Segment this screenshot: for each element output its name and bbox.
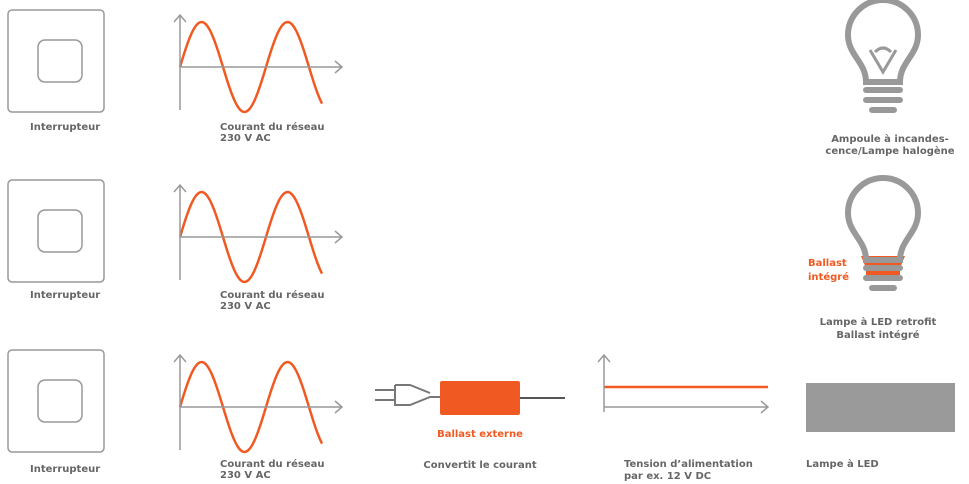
switch-button	[37, 209, 83, 253]
mains-label: 230 V AC	[220, 301, 271, 312]
converter-label: Convertit le courant	[423, 460, 536, 471]
ballast-label: Ballast	[808, 258, 847, 269]
lamp-label: Ballast intégré	[836, 329, 919, 341]
axes	[173, 13, 344, 110]
mains-label: Courant du réseau	[220, 121, 324, 133]
sine-wave	[178, 20, 324, 114]
ballast-box	[440, 381, 520, 415]
lamp-label: Ampoule à incandes-	[831, 133, 949, 145]
sine-wave	[178, 360, 324, 454]
bulb-base	[863, 87, 903, 113]
plug	[375, 384, 440, 406]
switch-button	[37, 379, 83, 423]
switch-frame	[7, 179, 105, 283]
supply-label: par ex. 12 V DC	[624, 471, 711, 482]
bulb-glass	[844, 0, 922, 85]
switch-label: Interrupteur	[30, 464, 100, 475]
sine-wave	[178, 190, 324, 284]
switch-button	[37, 39, 83, 83]
bulb-glass	[844, 175, 922, 263]
led-strip	[806, 383, 955, 432]
switch-label: Interrupteur	[30, 290, 100, 301]
filament	[868, 46, 898, 75]
switch-frame	[7, 9, 105, 113]
axes	[173, 183, 344, 280]
ballast-label: intégré	[808, 271, 849, 283]
ballast-label: Ballast externe	[437, 429, 523, 440]
mains-label: Courant du réseau	[220, 458, 324, 470]
lamp-label: Lampe à LED retrofit	[820, 316, 937, 328]
lamp-label: cence/Lampe halogène	[825, 145, 954, 157]
axes	[597, 353, 770, 414]
mains-label: 230 V AC	[220, 133, 271, 144]
lamp-label: Lampe à LED	[806, 458, 879, 470]
axes	[173, 353, 344, 450]
supply-label: Tension d’alimentation	[624, 459, 753, 470]
mains-label: Courant du réseau	[220, 289, 324, 301]
mains-label: 230 V AC	[220, 470, 271, 481]
bulb-base	[863, 265, 903, 291]
switch-label: Interrupteur	[30, 122, 100, 133]
switch-frame	[7, 349, 105, 453]
